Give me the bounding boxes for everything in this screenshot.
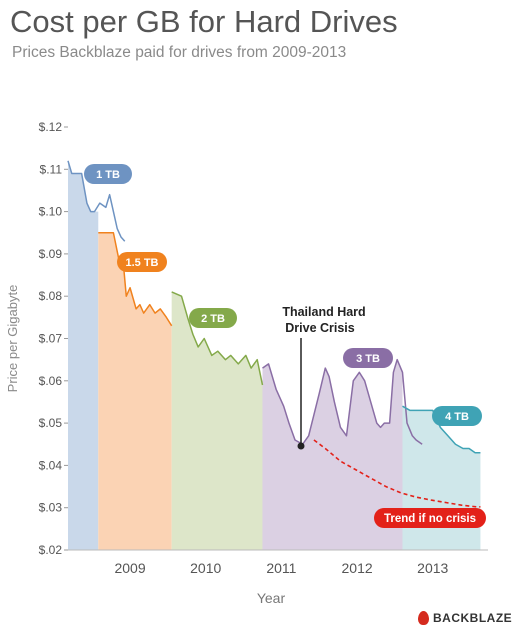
- x-tick-label: 2010: [190, 560, 221, 576]
- series-label-3-tb: 3 TB: [356, 353, 380, 365]
- series-line-3-tb: [262, 358, 423, 445]
- flame-icon: [418, 611, 429, 625]
- series-label-4-tb: 4 TB: [445, 411, 469, 423]
- chart-title: Cost per GB for Hard Drives: [10, 4, 398, 39]
- x-tick-label: 2012: [342, 560, 373, 576]
- series-label-1-tb-pill: [84, 164, 132, 184]
- x-axis-title: Year: [257, 590, 286, 606]
- y-tick-label: $.04: [39, 458, 63, 472]
- series-line-4-tb: [402, 405, 481, 454]
- series-label-1-5-tb-pill: [117, 252, 167, 272]
- band-1-5-tb: [98, 232, 172, 550]
- chart-subtitle: Prices Backblaze paid for drives from 20…: [12, 44, 347, 61]
- brand-name: BACKBLAZE: [433, 611, 512, 625]
- band-1-tb: [68, 160, 99, 550]
- annotation-text-line2: Drive Crisis: [285, 321, 355, 335]
- band-2-tb: [171, 291, 263, 550]
- series-label-4-tb-pill: [432, 406, 482, 426]
- series-label-3-tb-pill: [343, 348, 393, 368]
- trend-line: [313, 439, 481, 508]
- trend-label: Trend if no crisis: [384, 513, 476, 525]
- y-tick-label: $.10: [39, 205, 63, 219]
- brand-logo: BACKBLAZE: [418, 611, 512, 625]
- annotation-text-line1: Thailand Hard: [282, 305, 365, 319]
- x-tick-label: 2011: [266, 560, 296, 576]
- y-tick-label: $.11: [40, 162, 63, 176]
- series-label-1-5-tb: 1.5 TB: [125, 257, 158, 269]
- series-line-2-tb: [171, 291, 264, 386]
- y-tick-label: $.07: [39, 332, 63, 346]
- series-label-1-tb: 1 TB: [96, 169, 120, 181]
- y-tick-label: $.05: [39, 416, 63, 430]
- y-tick-label: $.08: [39, 289, 63, 303]
- y-tick-label: $.02: [39, 543, 63, 557]
- series-label-2-tb-pill: [189, 308, 237, 328]
- y-tick-label: $.03: [39, 501, 63, 515]
- y-tick-label: $.06: [39, 374, 63, 388]
- trend-label-pill: [374, 508, 486, 528]
- x-tick-label: 2009: [114, 560, 145, 576]
- series-label-2-tb: 2 TB: [201, 313, 225, 325]
- annotation-dot: [297, 442, 305, 450]
- y-tick-label: $.09: [39, 247, 63, 261]
- series-line-1-tb: [67, 160, 126, 242]
- y-tick-label: $.12: [39, 120, 63, 134]
- x-tick-label: 2013: [417, 560, 448, 576]
- y-axis-title: Price per Gigabyte: [5, 285, 20, 393]
